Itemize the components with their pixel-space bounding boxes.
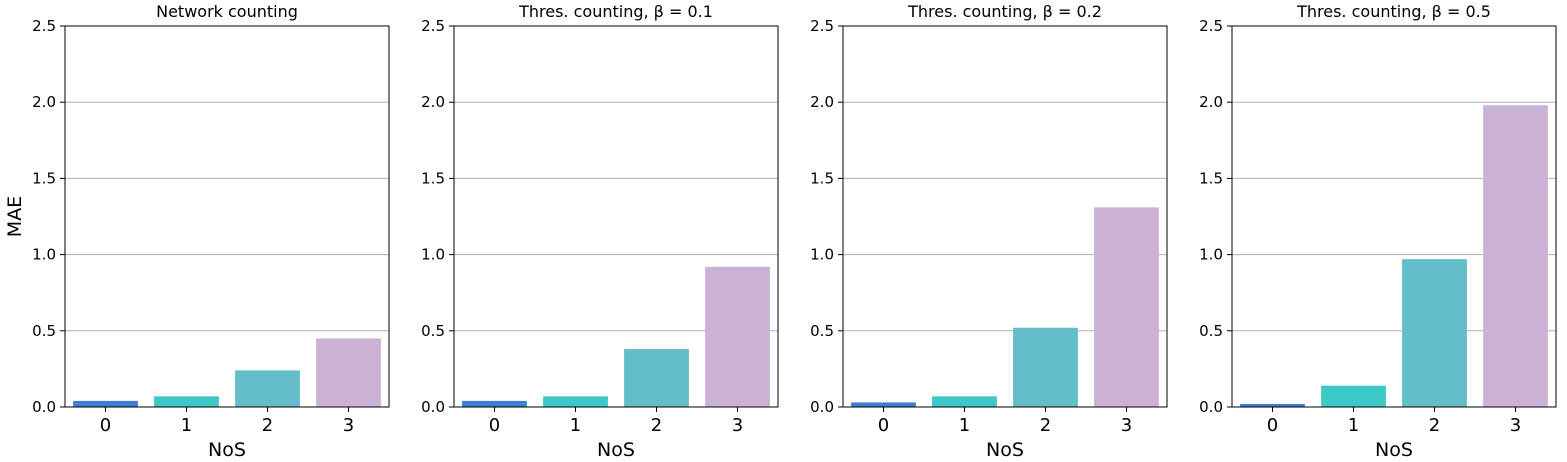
x-tick-label: 3 [1510,415,1521,436]
bar-2 [624,349,689,407]
bar-3 [705,266,770,407]
bar-2 [235,370,300,407]
x-tick-label: 2 [651,415,662,436]
x-tick-label: 3 [1121,415,1132,436]
x-tick-label: 2 [1429,415,1440,436]
y-tick-label: 2.0 [1199,93,1223,111]
x-axis-label: NoS [986,439,1024,461]
y-axis-label: MAE [4,196,26,237]
y-tick-label: 1.5 [421,169,445,187]
x-tick-label: 3 [732,415,743,436]
y-tick-label: 1.0 [810,246,834,264]
chart-title: Thres. counting, β = 0.5 [1296,2,1491,21]
plot-frame [64,25,390,408]
y-tick-label: 2.5 [1199,17,1223,35]
y-tick-label: 0.5 [810,322,834,340]
y-tick-label: 0.5 [32,322,56,340]
y-tick-label: 2.5 [32,17,56,35]
x-tick-label: 1 [1348,415,1359,436]
x-tick-label: 2 [262,415,273,436]
x-axis-label: NoS [597,439,635,461]
bar-3 [316,338,381,407]
y-tick-label: 2.5 [421,17,445,35]
x-tick-label: 1 [181,415,192,436]
x-tick-label: 0 [878,415,889,436]
y-tick-label: 1.5 [810,169,834,187]
bar-0 [73,400,138,407]
x-axis-label: NoS [1375,439,1413,461]
x-tick-label: 1 [959,415,970,436]
y-tick-label: 0.5 [1199,322,1223,340]
x-axis-label: NoS [208,439,246,461]
y-tick-label: 1.5 [1199,169,1223,187]
y-tick-label: 1.0 [421,246,445,264]
plot-frame [1231,25,1557,408]
x-tick-label: 0 [1267,415,1278,436]
chart-title: Thres. counting, β = 0.1 [518,2,713,21]
y-tick-label: 0.0 [421,398,445,416]
chart-title: Network counting [156,2,298,21]
y-tick-label: 0.0 [32,398,56,416]
bar-0 [851,402,916,407]
x-tick-label: 2 [1040,415,1051,436]
plot-frame [842,25,1168,408]
bar-2 [1402,259,1467,407]
bar-0 [1240,403,1305,407]
y-tick-label: 0.5 [421,322,445,340]
bar-1 [543,396,608,407]
bar-3 [1483,105,1548,408]
y-tick-label: 2.0 [810,93,834,111]
y-tick-label: 2.5 [810,17,834,35]
bar-3 [1094,207,1159,407]
x-tick-label: 0 [489,415,500,436]
plot-frame [453,25,779,408]
x-tick-label: 0 [100,415,111,436]
bar-0 [462,400,527,407]
y-tick-label: 1.5 [32,169,56,187]
y-tick-label: 2.0 [421,93,445,111]
bar-1 [1321,385,1386,407]
x-tick-label: 3 [343,415,354,436]
y-tick-label: 1.0 [32,246,56,264]
chart-title: Thres. counting, β = 0.2 [907,2,1102,21]
y-tick-label: 0.0 [810,398,834,416]
y-tick-label: 1.0 [1199,246,1223,264]
bar-1 [154,396,219,407]
y-tick-label: 2.0 [32,93,56,111]
y-tick-label: 0.0 [1199,398,1223,416]
x-tick-label: 1 [570,415,581,436]
bar-1 [932,396,997,407]
bar-2 [1013,327,1078,407]
